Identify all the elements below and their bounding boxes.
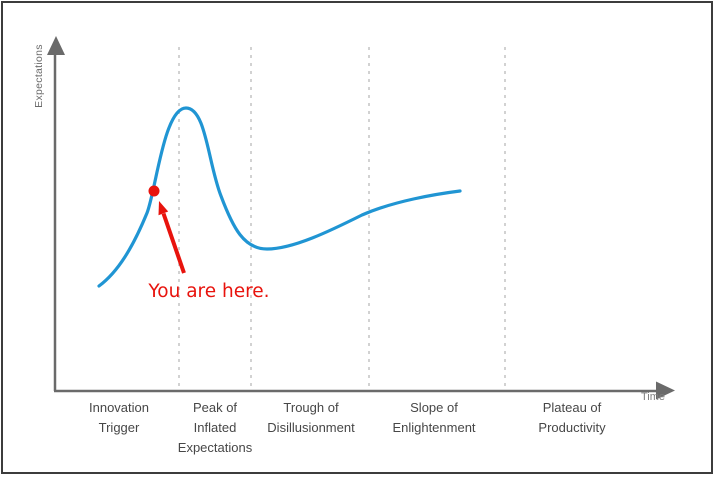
y-axis-label: Expectations	[33, 44, 45, 108]
hype-curve	[97, 106, 462, 288]
diagram-border	[1, 1, 713, 474]
x-axis-label: Time	[640, 391, 666, 403]
annotation-arrow-shaft	[161, 212, 186, 274]
x-axis-arrowhead-icon	[656, 381, 675, 400]
annotation-arrow-head-icon	[158, 201, 169, 216]
phase-label-plateau-of-productivity: Plateau of Productivity	[538, 400, 606, 435]
phase-label-peak-of-inflated-expectations: Peak of Inflated Expectations	[177, 400, 253, 455]
y-axis-arrowhead-icon	[47, 36, 65, 55]
phase-label-trough-of-disillusionment: Trough of Disillusionment	[267, 400, 355, 435]
you-are-here-marker	[148, 185, 160, 197]
annotation-label: You are here.	[148, 281, 270, 302]
phase-label-innovation-trigger: Innovation Trigger	[89, 400, 149, 435]
phase-label-slope-of-enlightenment: Slope of Enlightenment	[392, 400, 476, 435]
